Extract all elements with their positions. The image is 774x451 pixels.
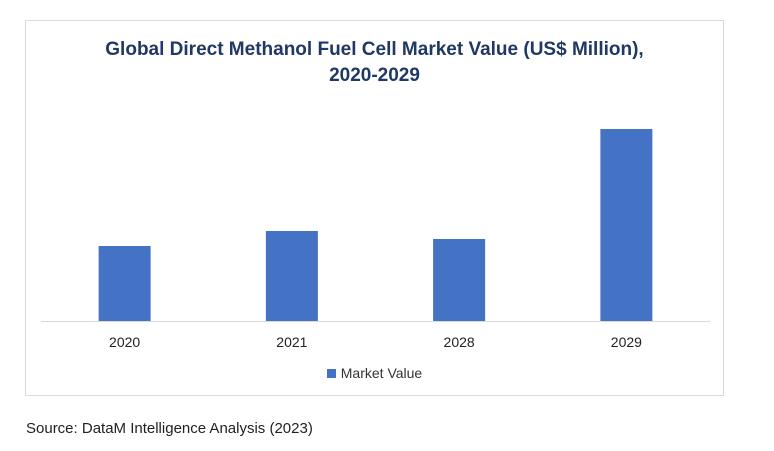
chart-title-line2: 2020-2029 (329, 65, 420, 86)
chart-title-line1: Global Direct Methanol Fuel Cell Market … (105, 39, 644, 60)
bar-2028 (433, 239, 486, 321)
bar-2029 (600, 129, 653, 321)
legend: Market Value (26, 365, 723, 381)
chart-title: Global Direct Methanol Fuel Cell Market … (26, 37, 723, 89)
legend-swatch (326, 369, 336, 378)
chart-frame: Global Direct Methanol Fuel Cell Market … (25, 20, 724, 396)
x-tick-label: 2028 (444, 334, 475, 350)
x-tick-label: 2029 (611, 334, 642, 350)
x-tick-label: 2021 (276, 334, 307, 350)
bar-chart: 2020 2021 2028 2029 (41, 129, 710, 350)
x-tick-label: 2020 (109, 334, 140, 350)
source-note: Source: DataM Intelligence Analysis (202… (26, 420, 313, 437)
legend-label: Market Value (340, 365, 423, 381)
bar-2021 (265, 231, 318, 321)
bar-2020 (98, 246, 151, 321)
